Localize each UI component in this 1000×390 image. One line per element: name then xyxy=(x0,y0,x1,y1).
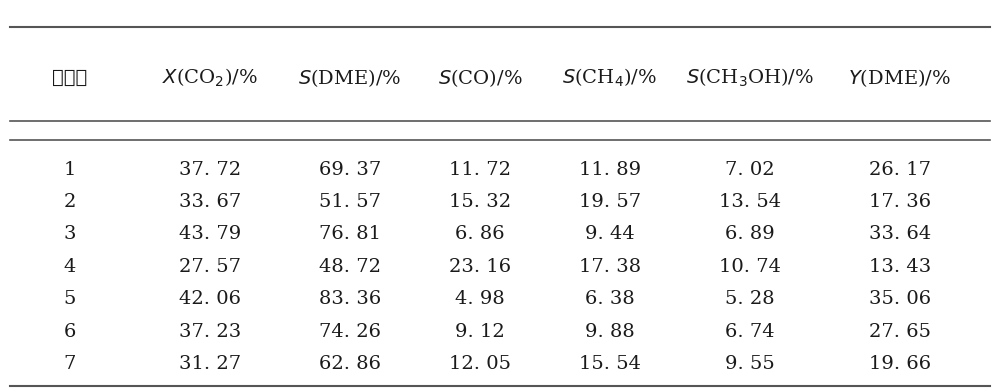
Text: 4. 98: 4. 98 xyxy=(455,290,505,308)
Text: $\mathit{Y}$(DME)/%: $\mathit{Y}$(DME)/% xyxy=(848,67,952,89)
Text: 6. 89: 6. 89 xyxy=(725,225,775,243)
Text: 74. 26: 74. 26 xyxy=(319,323,381,340)
Text: 15. 32: 15. 32 xyxy=(449,193,511,211)
Text: 6: 6 xyxy=(64,323,76,340)
Text: 42. 06: 42. 06 xyxy=(179,290,241,308)
Text: 33. 67: 33. 67 xyxy=(179,193,241,211)
Text: 2: 2 xyxy=(64,193,76,211)
Text: 27. 65: 27. 65 xyxy=(869,323,931,340)
Text: 35. 06: 35. 06 xyxy=(869,290,931,308)
Text: 7: 7 xyxy=(64,355,76,373)
Text: 37. 72: 37. 72 xyxy=(179,161,241,179)
Text: 27. 57: 27. 57 xyxy=(179,258,241,276)
Text: 43. 79: 43. 79 xyxy=(179,225,241,243)
Text: 31. 27: 31. 27 xyxy=(179,355,241,373)
Text: 11. 72: 11. 72 xyxy=(449,161,511,179)
Text: 48. 72: 48. 72 xyxy=(319,258,381,276)
Text: 7. 02: 7. 02 xyxy=(725,161,775,179)
Text: $\mathit{S}$(CO)/%: $\mathit{S}$(CO)/% xyxy=(438,67,522,89)
Text: 19. 66: 19. 66 xyxy=(869,355,931,373)
Text: 37. 23: 37. 23 xyxy=(179,323,241,340)
Text: 62. 86: 62. 86 xyxy=(319,355,381,373)
Text: 12. 05: 12. 05 xyxy=(449,355,511,373)
Text: 26. 17: 26. 17 xyxy=(869,161,931,179)
Text: 6. 38: 6. 38 xyxy=(585,290,635,308)
Text: 5: 5 xyxy=(64,290,76,308)
Text: 76. 81: 76. 81 xyxy=(319,225,381,243)
Text: 19. 57: 19. 57 xyxy=(579,193,641,211)
Text: 5. 28: 5. 28 xyxy=(725,290,775,308)
Text: 15. 54: 15. 54 xyxy=(579,355,641,373)
Text: 33. 64: 33. 64 xyxy=(869,225,931,243)
Text: 9. 88: 9. 88 xyxy=(585,323,635,340)
Text: 10. 74: 10. 74 xyxy=(719,258,781,276)
Text: 69. 37: 69. 37 xyxy=(319,161,381,179)
Text: 23. 16: 23. 16 xyxy=(449,258,511,276)
Text: 1: 1 xyxy=(64,161,76,179)
Text: 9. 55: 9. 55 xyxy=(725,355,775,373)
Text: 13. 54: 13. 54 xyxy=(719,193,781,211)
Text: 17. 38: 17. 38 xyxy=(579,258,641,276)
Text: 9. 12: 9. 12 xyxy=(455,323,505,340)
Text: 6. 74: 6. 74 xyxy=(725,323,775,340)
Text: 51. 57: 51. 57 xyxy=(319,193,381,211)
Text: 4: 4 xyxy=(64,258,76,276)
Text: 3: 3 xyxy=(64,225,76,243)
Text: 17. 36: 17. 36 xyxy=(869,193,931,211)
Text: 13. 43: 13. 43 xyxy=(869,258,931,276)
Text: $\mathit{S}$(DME)/%: $\mathit{S}$(DME)/% xyxy=(298,67,402,89)
Text: $\mathit{S}$(CH$_{4}$)/%: $\mathit{S}$(CH$_{4}$)/% xyxy=(562,67,658,89)
Text: $\mathit{S}$(CH$_{3}$OH)/%: $\mathit{S}$(CH$_{3}$OH)/% xyxy=(686,67,814,89)
Text: $\mathit{X}$(CO$_{2}$)/%: $\mathit{X}$(CO$_{2}$)/% xyxy=(162,67,258,89)
Text: 实施例: 实施例 xyxy=(52,69,88,87)
Text: 11. 89: 11. 89 xyxy=(579,161,641,179)
Text: 83. 36: 83. 36 xyxy=(319,290,381,308)
Text: 9. 44: 9. 44 xyxy=(585,225,635,243)
Text: 6. 86: 6. 86 xyxy=(455,225,505,243)
